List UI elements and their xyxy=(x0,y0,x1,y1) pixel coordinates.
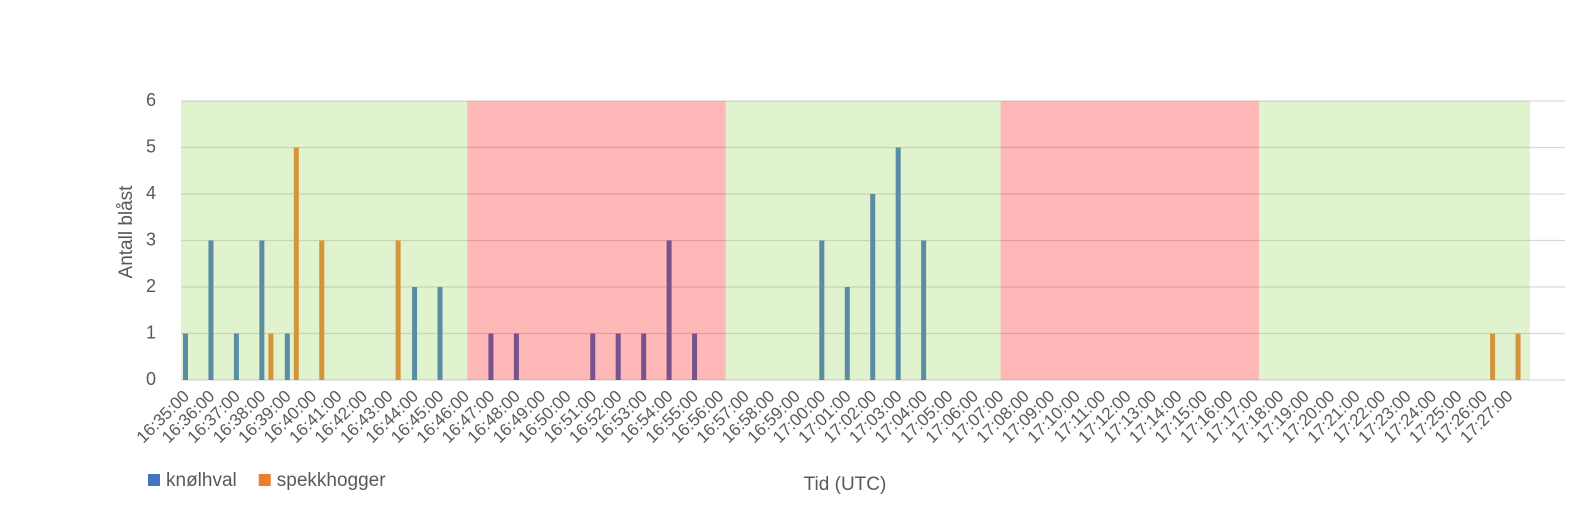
bar xyxy=(268,333,274,380)
bar xyxy=(513,333,519,380)
bar xyxy=(870,194,876,380)
bar xyxy=(183,333,188,380)
bar xyxy=(488,333,494,380)
bar xyxy=(615,333,621,380)
bar xyxy=(208,240,214,380)
y-tick-label: 3 xyxy=(146,229,156,249)
bar xyxy=(692,333,698,380)
bar xyxy=(259,240,265,380)
y-tick-label: 6 xyxy=(146,90,156,110)
bar xyxy=(412,287,418,380)
legend-label: spekkhogger xyxy=(277,470,386,491)
bar xyxy=(319,240,325,380)
y-tick-label: 2 xyxy=(146,276,156,296)
legend-swatch xyxy=(258,474,271,486)
shaded-region xyxy=(725,101,1001,380)
bar xyxy=(1490,333,1496,380)
bar xyxy=(666,240,672,380)
y-tick-label: 4 xyxy=(146,183,156,203)
y-tick-label: 0 xyxy=(146,369,156,389)
bar xyxy=(844,287,850,380)
legend-label: knølhval xyxy=(166,470,237,491)
bar xyxy=(819,240,825,380)
bar xyxy=(233,333,239,380)
bar xyxy=(641,333,647,380)
y-axis-title: Antall blåst xyxy=(116,185,137,279)
bar xyxy=(395,240,401,380)
y-tick-label: 5 xyxy=(146,136,156,156)
shaded-region xyxy=(467,101,726,380)
bar xyxy=(895,147,901,380)
x-axis-title: Tid (UTC) xyxy=(804,474,887,495)
bar xyxy=(921,240,927,380)
shaded-region xyxy=(1258,101,1530,380)
bar xyxy=(293,147,299,380)
y-tick-label: 1 xyxy=(146,322,156,342)
shaded-region xyxy=(1000,101,1259,380)
legend-swatch xyxy=(148,474,160,486)
bar xyxy=(590,333,596,380)
bar xyxy=(284,333,290,380)
shaded-region xyxy=(181,101,468,380)
bar xyxy=(437,287,443,380)
bar xyxy=(1515,333,1521,380)
